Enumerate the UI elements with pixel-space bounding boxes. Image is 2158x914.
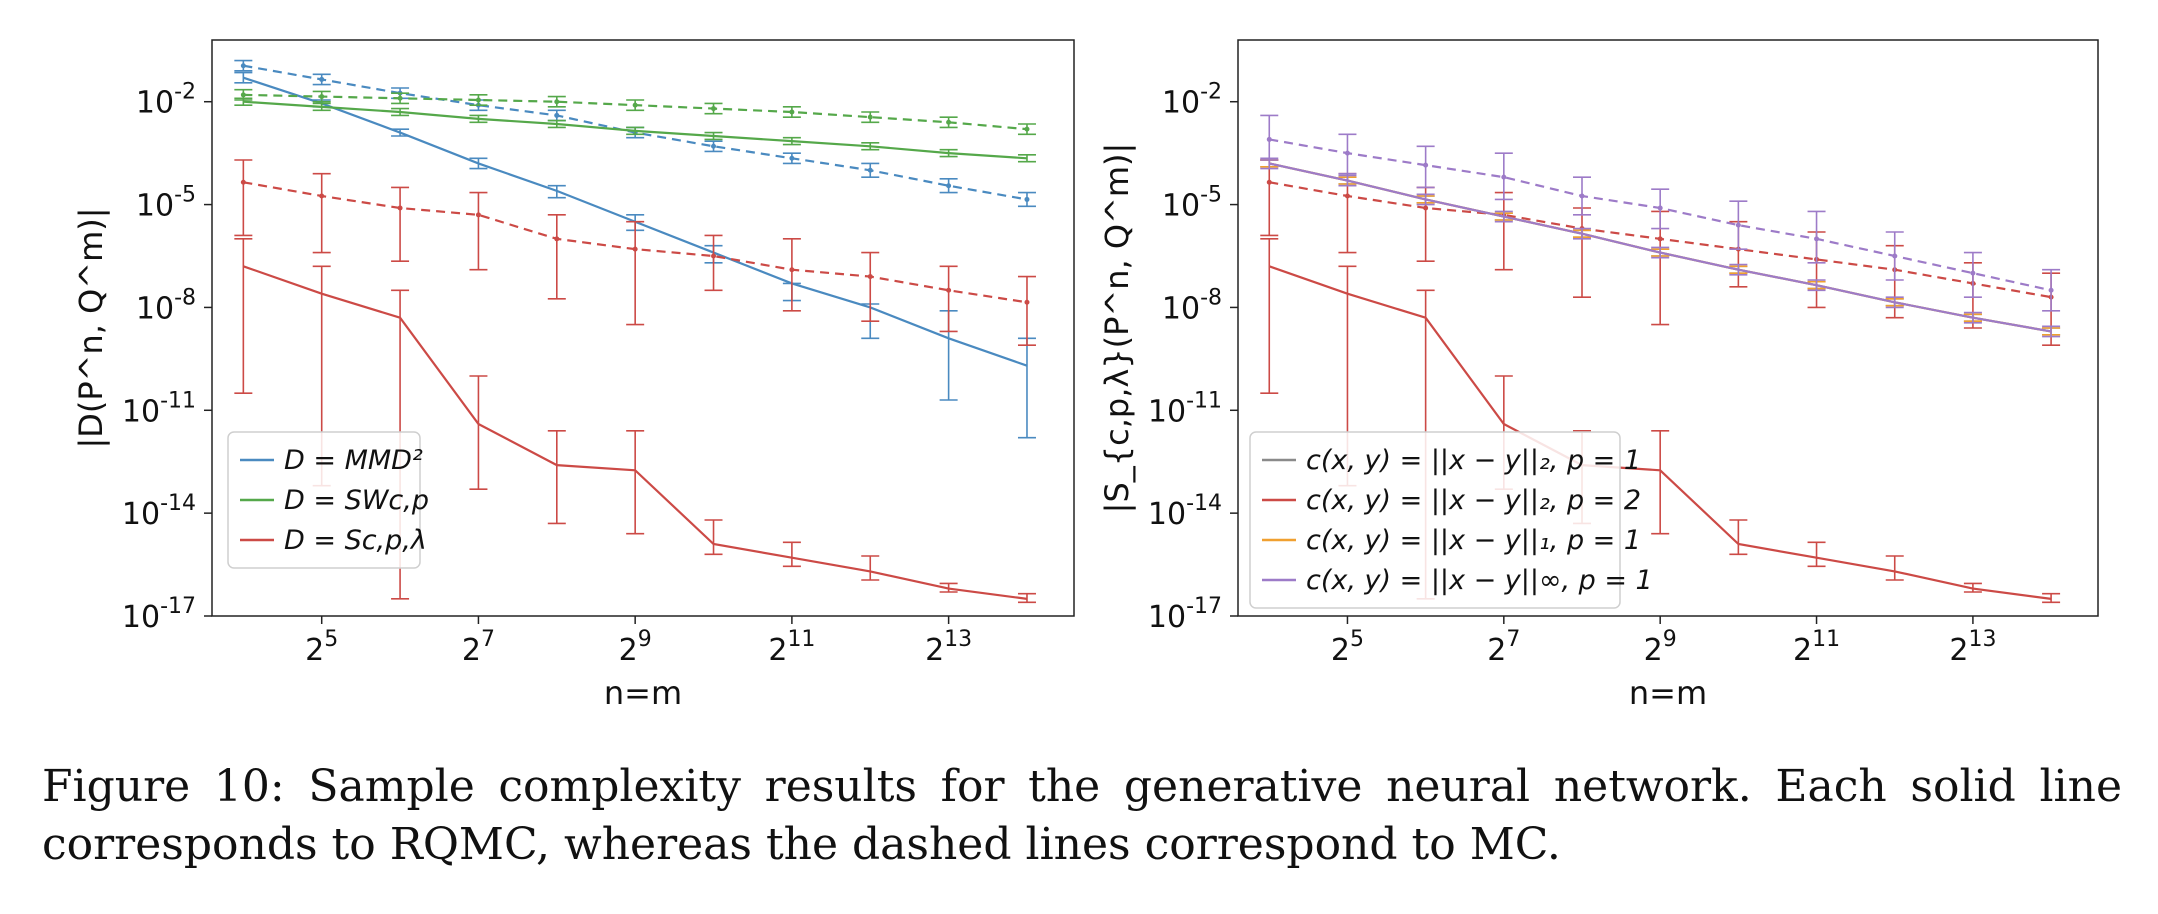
figure-caption: Figure 10: Sample complexity results for… — [42, 761, 2122, 870]
y-axis-label: |S_{c,p,λ}(P^n, Q^m)| — [1098, 143, 1136, 514]
legend-label: D = MMD² — [284, 445, 423, 476]
data-point — [867, 167, 873, 173]
data-point — [789, 109, 795, 115]
x-tick-label: 27 — [462, 627, 495, 668]
data-point — [397, 205, 403, 211]
x-tick-label: 25 — [305, 627, 338, 668]
data-point — [240, 92, 246, 98]
data-point — [240, 63, 246, 69]
data-point — [946, 119, 952, 125]
legend-label: c(x, y) = ||x − y||₂, p = 2 — [1306, 485, 1641, 516]
series-5 — [1260, 114, 2061, 312]
data-point — [789, 267, 795, 273]
x-tick-label: 211 — [1793, 627, 1840, 668]
legend-box — [1249, 431, 1621, 609]
legend-label: c(x, y) = ||x − y||₂, p = 1 — [1306, 445, 1641, 476]
legend: D = MMD² D = SWc,p D = Sc,p,λ — [227, 431, 429, 569]
x-tick-label: 211 — [768, 627, 815, 668]
data-point — [1344, 193, 1350, 199]
data-point — [946, 183, 952, 189]
y-tick-label: 10-8 — [136, 285, 196, 326]
data-point — [1266, 179, 1272, 185]
data-point — [240, 179, 246, 185]
data-point — [711, 143, 717, 149]
data-point — [1501, 174, 1507, 180]
y-tick-label: 10-5 — [1162, 183, 1222, 224]
y-tick-label: 10-5 — [136, 183, 196, 224]
series-3 — [234, 88, 1036, 136]
data-point — [789, 155, 795, 161]
y-tick-label: 10-11 — [1148, 388, 1222, 429]
data-point — [319, 76, 325, 82]
data-point — [867, 114, 873, 120]
data-point — [319, 193, 325, 199]
data-point — [946, 287, 952, 293]
legend-label: D = SWc,p — [284, 485, 429, 516]
x-axis-label: n=m — [1629, 674, 1707, 712]
data-point — [319, 94, 325, 100]
x-tick-label: 213 — [1949, 627, 1996, 668]
data-point — [554, 99, 560, 105]
data-point — [554, 236, 560, 242]
x-tick-label: 29 — [619, 627, 652, 668]
data-point — [1657, 205, 1663, 211]
y-tick-label: 10-2 — [1162, 80, 1222, 121]
series-4 — [1260, 157, 2061, 338]
y-tick-label: 10-14 — [1148, 491, 1222, 532]
y-axis-label: |D(P^n, Q^m)| — [72, 207, 110, 448]
x-tick-label: 27 — [1487, 627, 1520, 668]
data-point — [1024, 299, 1030, 305]
x-tick-label: 29 — [1644, 627, 1677, 668]
data-point — [711, 253, 717, 259]
data-point — [1892, 253, 1898, 259]
legend-label: c(x, y) = ||x − y||∞, p = 1 — [1306, 565, 1653, 596]
legend-box — [227, 431, 421, 569]
figure: 25 27 29 211 213 10-2 10-5 10-8 10-11 10-14 10-17 n… — [72, 39, 2099, 712]
x-axis-label: n=m — [604, 674, 682, 712]
x-tick-label: 25 — [1331, 627, 1364, 668]
left-panel: 25 27 29 211 213 10-2 10-5 10-8 10-11 10-14 10-17 n… — [72, 39, 1075, 712]
data-point — [632, 246, 638, 252]
data-point — [867, 274, 873, 280]
y-tick-label: 10-17 — [122, 594, 196, 635]
right-panel: 25 27 29 211 213 10-2 10-5 10-8 10-11 10-14 10-17 n… — [1098, 39, 2099, 712]
series-2 — [234, 97, 1036, 163]
data-point — [711, 106, 717, 112]
y-tick-label: 10-14 — [122, 491, 196, 532]
data-point — [1814, 236, 1820, 242]
data-point — [1024, 126, 1030, 132]
data-point — [632, 102, 638, 108]
y-tick-label: 10-2 — [136, 80, 196, 121]
y-tick-label: 10-11 — [122, 388, 196, 429]
data-point — [1970, 270, 1976, 276]
data-point — [397, 95, 403, 101]
data-point — [1266, 136, 1272, 142]
y-tick-label: 10-8 — [1162, 285, 1222, 326]
series-5 — [234, 159, 1036, 346]
legend-label: D = Sc,p,λ — [284, 525, 427, 556]
data-point — [2048, 287, 2054, 293]
x-tick-label: 213 — [925, 627, 972, 668]
data-point — [475, 212, 481, 218]
plot-frame — [211, 39, 1075, 617]
legend-label: c(x, y) = ||x − y||₁, p = 1 — [1306, 525, 1641, 556]
plot-frame — [1237, 39, 2099, 617]
data-point — [1657, 236, 1663, 242]
y-tick-label: 10-17 — [1148, 594, 1222, 635]
data-point — [1423, 205, 1429, 211]
data-point — [1735, 222, 1741, 228]
data-point — [1024, 196, 1030, 202]
legend: c(x, y) = ||x − y||₂, p = 1 c(x, y) = ||x… — [1249, 431, 1653, 609]
data-point — [475, 97, 481, 103]
data-point — [1579, 193, 1585, 199]
data-point — [1423, 162, 1429, 168]
data-point — [554, 112, 560, 118]
data-point — [1344, 150, 1350, 156]
